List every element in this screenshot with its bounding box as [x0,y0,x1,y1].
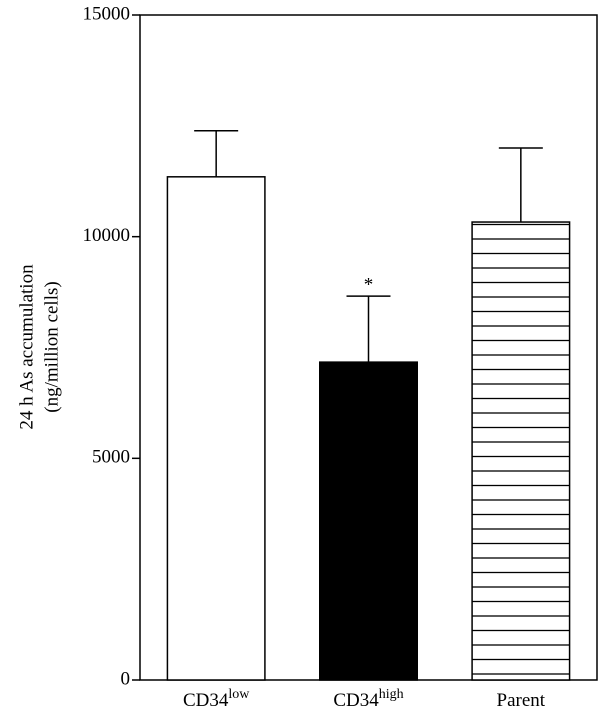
y-tick-label: 10000 [83,225,131,246]
y-tick-label: 0 [121,668,131,689]
x-tick-label-superscript: high [379,687,404,702]
y-axis-label: 24 h As accumulation [16,264,37,430]
x-tick-label: Parent [497,690,546,711]
y-tick-label: 15000 [83,3,131,24]
y-tick-label: 5000 [92,447,130,468]
x-tick-label-superscript: low [228,687,250,702]
bar [166,176,266,681]
x-tick-label: CD34low [183,687,250,711]
x-tick-label-text: CD34 [183,690,229,711]
x-tick-label-text: CD34 [333,690,379,711]
significance-label: * [364,274,374,295]
bar [471,221,571,681]
x-tick-label-text: Parent [497,690,546,711]
x-tick-label: CD34high [333,687,403,711]
bar [319,361,418,681]
y-axis-label: (ng/million cells) [41,281,62,412]
